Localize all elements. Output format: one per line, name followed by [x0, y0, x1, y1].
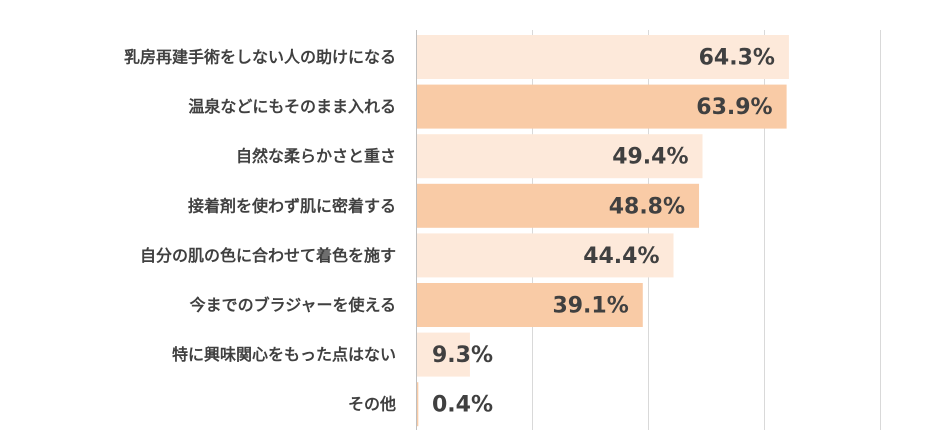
- bar: [416, 233, 674, 278]
- bars: [416, 35, 789, 427]
- data-label: 39.1%: [552, 294, 628, 319]
- data-label: 0.4%: [432, 393, 493, 418]
- bar: [416, 183, 700, 228]
- data-label: 44.4%: [583, 244, 659, 269]
- category-tick-label: 温泉などにもそのまま入れる: [187, 97, 396, 116]
- data-label: 48.8%: [609, 194, 685, 219]
- value-labels: 64.3% 63.9% 49.4% 48.8% 44.4% 39.1% 9.3% 0.4%: [432, 46, 775, 418]
- category-tick-label: 接着剤を使わず肌に密着する: [188, 196, 396, 215]
- bar: [416, 332, 470, 377]
- category-tick-label: 乳房再建手術をしない人の助けになる: [124, 48, 396, 67]
- data-label: 64.3%: [699, 46, 775, 71]
- data-label: 63.9%: [696, 95, 772, 120]
- bar: [416, 35, 789, 79]
- bar: [416, 283, 643, 327]
- category-labels: 乳房再建手術をしない人の助けになる温泉などにもそのまま入れる自然な柔らかさと重さ…: [124, 48, 396, 414]
- data-label: 49.4%: [612, 145, 688, 170]
- category-tick-label: 自分の肌の色に合わせて着色を施す: [140, 246, 396, 265]
- bar: [416, 134, 703, 179]
- category-tick-label: 今までのブラジャーを使える: [189, 296, 396, 315]
- data-label: 9.3%: [432, 343, 493, 368]
- bar: [416, 382, 419, 427]
- bar: [416, 84, 787, 129]
- category-tick-label: 自然な柔らかさと重さ: [236, 147, 396, 166]
- category-tick-label: その他: [348, 395, 396, 414]
- category-tick-label: 特に興味関心をもった点はない: [172, 345, 396, 364]
